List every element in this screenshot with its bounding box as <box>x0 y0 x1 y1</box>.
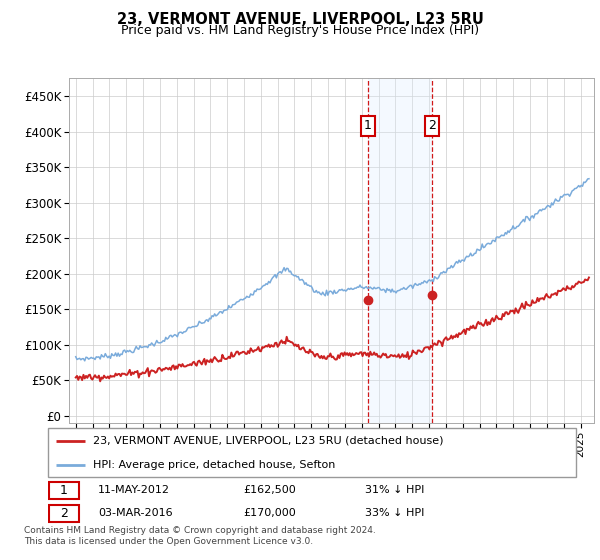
Text: 31% ↓ HPI: 31% ↓ HPI <box>365 486 424 495</box>
Text: £170,000: £170,000 <box>244 508 296 518</box>
Text: 2: 2 <box>60 507 68 520</box>
FancyBboxPatch shape <box>49 505 79 522</box>
Text: 1: 1 <box>60 484 68 497</box>
FancyBboxPatch shape <box>49 482 79 499</box>
Text: HPI: Average price, detached house, Sefton: HPI: Average price, detached house, Seft… <box>93 460 335 470</box>
Text: 11-MAY-2012: 11-MAY-2012 <box>98 486 170 495</box>
Text: 03-MAR-2016: 03-MAR-2016 <box>98 508 173 518</box>
Text: 2: 2 <box>428 119 436 133</box>
Text: Price paid vs. HM Land Registry's House Price Index (HPI): Price paid vs. HM Land Registry's House … <box>121 24 479 36</box>
Text: £162,500: £162,500 <box>244 486 296 495</box>
Text: Contains HM Land Registry data © Crown copyright and database right 2024.
This d: Contains HM Land Registry data © Crown c… <box>24 526 376 546</box>
Text: 23, VERMONT AVENUE, LIVERPOOL, L23 5RU (detached house): 23, VERMONT AVENUE, LIVERPOOL, L23 5RU (… <box>93 436 443 446</box>
FancyBboxPatch shape <box>48 428 576 477</box>
Text: 33% ↓ HPI: 33% ↓ HPI <box>365 508 424 518</box>
Text: 23, VERMONT AVENUE, LIVERPOOL, L23 5RU: 23, VERMONT AVENUE, LIVERPOOL, L23 5RU <box>116 12 484 27</box>
Text: 1: 1 <box>364 119 372 133</box>
Bar <box>368 78 432 423</box>
